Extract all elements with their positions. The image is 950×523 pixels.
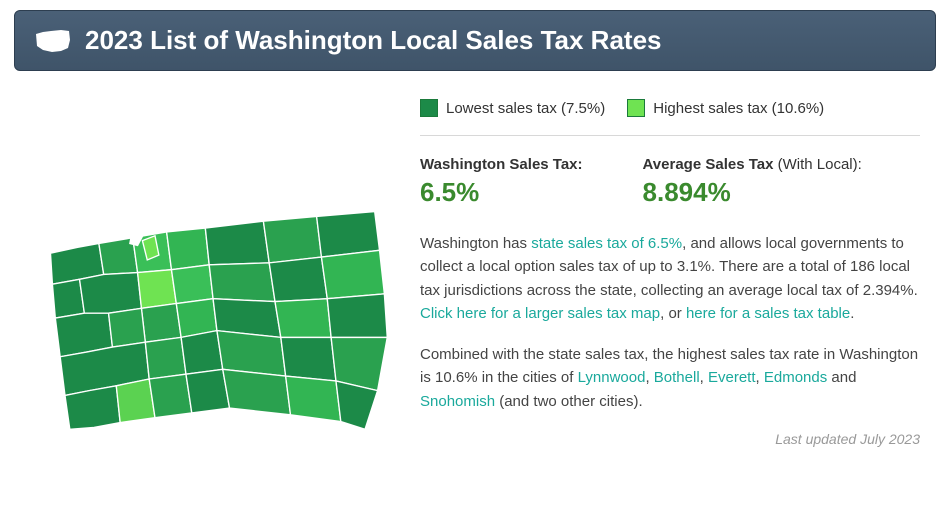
info-column: Lowest sales tax (7.5%) Highest sales ta… xyxy=(420,99,920,447)
link-city-snohomish[interactable]: Snohomish xyxy=(420,393,495,410)
map-region[interactable] xyxy=(116,379,155,423)
stat-state-value: 6.5% xyxy=(420,177,583,208)
stat-average-tax: Average Sales Tax (With Local): 8.894% xyxy=(643,156,862,208)
map-region[interactable] xyxy=(275,299,331,338)
map-region[interactable] xyxy=(321,250,384,298)
legend-highest-label: Highest sales tax (10.6%) xyxy=(653,100,824,117)
legend-lowest-swatch xyxy=(420,99,438,117)
map-region[interactable] xyxy=(80,273,142,314)
map-region[interactable] xyxy=(317,212,380,257)
stat-state-tax: Washington Sales Tax: 6.5% xyxy=(420,156,583,208)
map-region[interactable] xyxy=(327,294,387,338)
map-region[interactable] xyxy=(138,270,177,309)
map-region[interactable] xyxy=(167,228,210,270)
legend: Lowest sales tax (7.5%) Highest sales ta… xyxy=(420,99,920,136)
map-region[interactable] xyxy=(181,331,223,375)
content-area: Lowest sales tax (7.5%) Highest sales ta… xyxy=(0,71,950,467)
description-paragraph-2: Combined with the state sales tax, the h… xyxy=(420,343,920,413)
map-region[interactable] xyxy=(286,376,341,421)
map-column xyxy=(30,99,400,447)
map-region[interactable] xyxy=(171,265,213,304)
page-title: 2023 List of Washington Local Sales Tax … xyxy=(85,25,662,56)
stats-row: Washington Sales Tax: 6.5% Average Sales… xyxy=(420,156,920,208)
legend-highest-swatch xyxy=(627,99,645,117)
link-city-everett[interactable]: Everett xyxy=(708,369,756,386)
washington-map[interactable] xyxy=(35,139,395,439)
legend-lowest: Lowest sales tax (7.5%) xyxy=(420,99,605,117)
map-region[interactable] xyxy=(269,257,327,302)
map-region[interactable] xyxy=(205,221,269,265)
page-header: 2023 List of Washington Local Sales Tax … xyxy=(14,10,936,71)
link-city-edmonds[interactable]: Edmonds xyxy=(764,369,827,386)
map-region[interactable] xyxy=(149,374,192,418)
map-region[interactable] xyxy=(145,337,186,379)
legend-highest: Highest sales tax (10.6%) xyxy=(627,99,824,117)
map-region[interactable] xyxy=(186,369,230,413)
map-region[interactable] xyxy=(263,216,321,262)
legend-lowest-label: Lowest sales tax (7.5%) xyxy=(446,100,605,117)
link-larger-map[interactable]: Click here for a larger sales tax map xyxy=(420,305,660,322)
map-region[interactable] xyxy=(223,369,291,414)
state-silhouette-icon xyxy=(35,28,71,54)
link-city-lynnwood[interactable]: Lynnwood xyxy=(578,369,646,386)
map-region[interactable] xyxy=(281,337,336,381)
map-region[interactable] xyxy=(109,308,146,347)
link-state-tax[interactable]: state sales tax of 6.5% xyxy=(531,235,682,252)
stat-average-label: Average Sales Tax (With Local): xyxy=(643,156,862,173)
description-paragraph-1: Washington has state sales tax of 6.5%, … xyxy=(420,232,920,325)
map-region[interactable] xyxy=(209,263,275,302)
stat-average-value: 8.894% xyxy=(643,177,862,208)
link-city-bothell[interactable]: Bothell xyxy=(654,369,700,386)
last-updated: Last updated July 2023 xyxy=(420,431,920,447)
map-region[interactable] xyxy=(52,279,84,318)
map-region[interactable] xyxy=(141,304,181,343)
link-tax-table[interactable]: here for a sales tax table xyxy=(686,305,850,322)
stat-state-label: Washington Sales Tax: xyxy=(420,156,583,173)
